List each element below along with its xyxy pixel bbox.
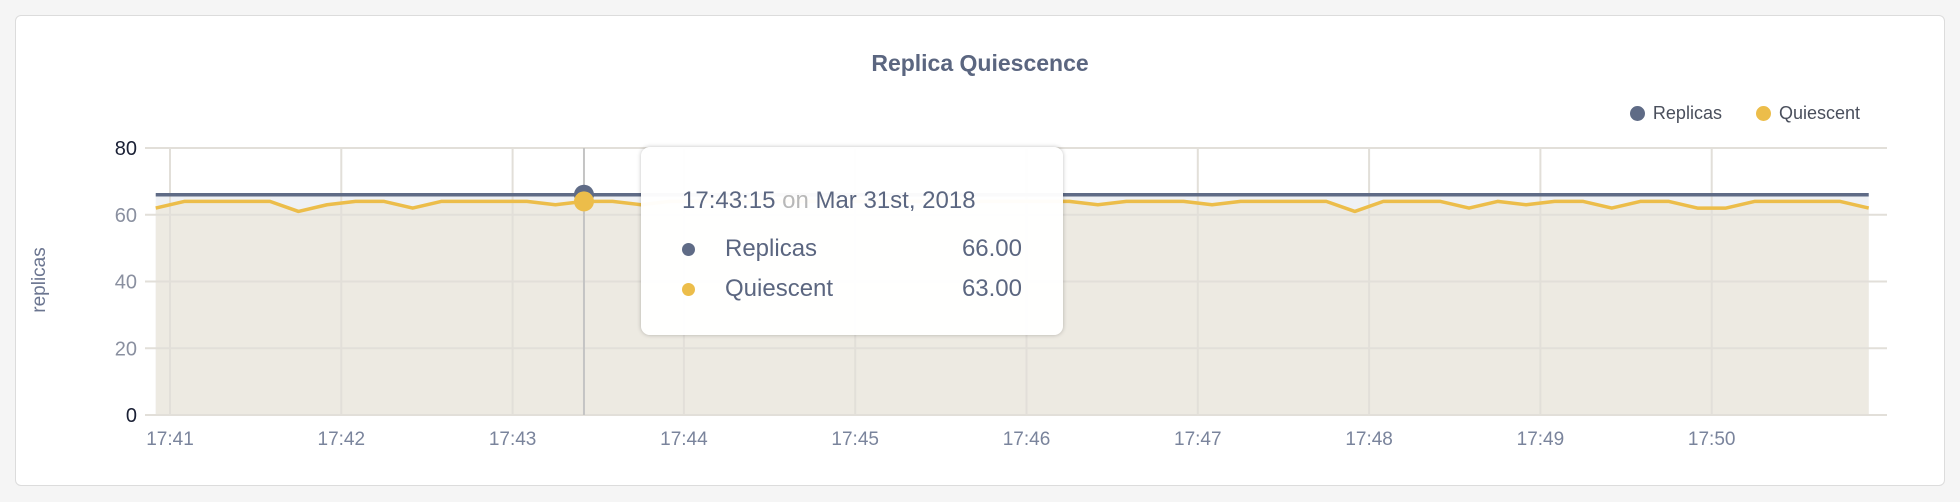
x-tick-label: 17:42 bbox=[318, 429, 366, 450]
x-tick-label: 17:45 bbox=[831, 429, 879, 450]
chart-title: Replica Quiescence bbox=[871, 50, 1089, 76]
legend-item-quiescent[interactable]: Quiescent bbox=[1755, 103, 1860, 124]
y-tick-label: 60 bbox=[115, 205, 137, 227]
quiescent-dot-icon bbox=[682, 282, 695, 296]
tooltip-row-replicas: Replicas 66.00 bbox=[682, 235, 1022, 263]
replicas-dot-icon bbox=[1629, 106, 1645, 121]
tooltip-row-quiescent: Quiescent 63.00 bbox=[682, 275, 1022, 303]
y-tick-label: 0 bbox=[126, 405, 137, 427]
x-tick-label: 17:49 bbox=[1517, 429, 1565, 450]
tooltip-timestamp: 17:43:15 on Mar 31st, 2018 bbox=[682, 187, 976, 215]
quiescent-dot-icon bbox=[1755, 106, 1771, 121]
tooltip-value: 66.00 bbox=[961, 235, 1022, 262]
x-tick-label: 17:48 bbox=[1345, 429, 1393, 450]
quiescent-hover-point bbox=[573, 191, 594, 212]
y-tick-label: 20 bbox=[115, 338, 137, 360]
x-tick-label: 17:47 bbox=[1174, 429, 1222, 450]
legend: Replicas Quiescent bbox=[1629, 103, 1860, 124]
tooltip-time: 17:43:15 bbox=[682, 187, 776, 214]
x-tick-label: 17:50 bbox=[1688, 429, 1736, 450]
tooltip-label: Quiescent bbox=[725, 275, 834, 302]
legend-item-replicas[interactable]: Replicas bbox=[1629, 103, 1722, 124]
legend-label: Replicas bbox=[1652, 103, 1722, 123]
y-tick-label: 40 bbox=[115, 272, 137, 294]
tooltip-date: Mar 31st, 2018 bbox=[815, 187, 976, 214]
x-tick-label: 17:44 bbox=[660, 429, 708, 450]
tooltip-value: 63.00 bbox=[961, 275, 1022, 302]
tooltip-on: on bbox=[782, 187, 809, 214]
tooltip: 17:43:15 on Mar 31st, 2018 Replicas 66.0… bbox=[641, 147, 1063, 335]
y-tick-label: 80 bbox=[115, 138, 137, 160]
x-tick-label: 17:46 bbox=[1003, 429, 1051, 450]
legend-label: Quiescent bbox=[1778, 103, 1860, 123]
tooltip-label: Replicas bbox=[725, 235, 818, 262]
replicas-dot-icon bbox=[682, 242, 695, 256]
x-tick-label: 17:43 bbox=[489, 429, 537, 450]
x-tick-label: 17:41 bbox=[146, 429, 194, 450]
